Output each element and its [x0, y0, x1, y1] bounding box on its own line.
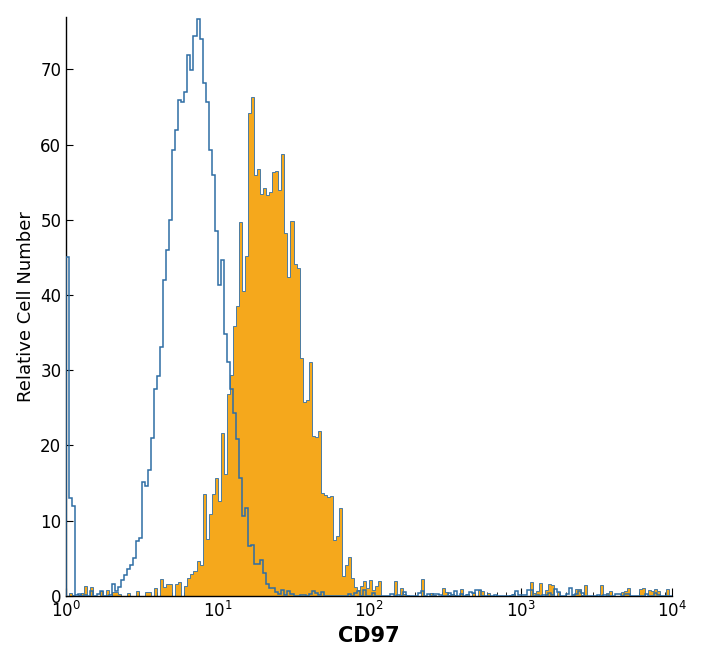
Y-axis label: Relative Cell Number: Relative Cell Number — [17, 211, 34, 402]
X-axis label: CD97: CD97 — [339, 627, 400, 646]
